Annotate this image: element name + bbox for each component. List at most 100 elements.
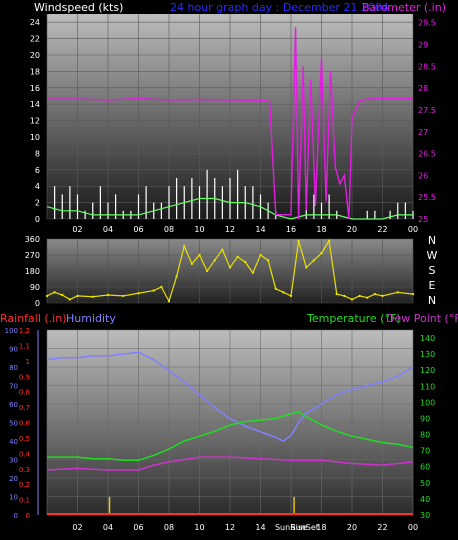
temperature-tick-label: 140 [420, 334, 435, 343]
compass-label: S [429, 264, 436, 277]
wind-x-tick-label: 18 [316, 225, 326, 234]
barometer-tick-label: 25.5 [418, 193, 436, 202]
compass-label: N [428, 234, 436, 247]
wind-x-tick-label: 14 [255, 225, 265, 234]
direction-point [198, 253, 201, 257]
compass-label: E [429, 279, 436, 292]
humidity-tick-label: 50 [9, 420, 18, 428]
wind-x-tick-label: 12 [225, 225, 235, 234]
direction-point [411, 292, 415, 296]
humidity-tick-label: 40 [9, 438, 18, 446]
temp-x-tick-label: 20 [347, 523, 357, 532]
wind-tick-label: 4 [35, 182, 40, 191]
direction-point [221, 248, 224, 251]
wind-tick-label: 10 [30, 133, 40, 142]
temperature-tick-label: 80 [420, 431, 430, 440]
direction-point [91, 295, 94, 298]
temp-x-tick-label: 00 [408, 523, 418, 532]
temperature-tick-label: 90 [420, 414, 430, 423]
temp-x-tick-label: 06 [133, 523, 143, 532]
humidity-line [46, 351, 414, 442]
temperature-tick-label: 60 [420, 463, 430, 472]
temp-x-tick-label: 14 [255, 523, 265, 532]
humidity-tick-label: 60 [9, 401, 18, 409]
wind-tick-label: 2 [35, 199, 40, 208]
direction-point [366, 296, 369, 299]
wind-tick-label: 24 [30, 18, 40, 27]
direction-point [251, 271, 255, 274]
wind-tick-label: 14 [30, 100, 40, 109]
barometer-tick-label: 27 [418, 128, 428, 137]
rainfall-tick-label: 0 [26, 512, 30, 520]
direction-tick-label: 0 [35, 299, 40, 308]
direction-point [205, 269, 209, 273]
direction-point [312, 259, 316, 262]
compass-label: W [427, 249, 438, 262]
direction-tick-label: 360 [25, 235, 40, 244]
barometer-tick-label: 25 [418, 215, 428, 224]
temperature-tick-label: 50 [420, 479, 430, 488]
temp-x-tick-label: 02 [72, 523, 82, 532]
temp-x-tick-label: SunRise [275, 523, 307, 532]
temp-x-tick-label: 08 [164, 523, 174, 532]
dewpoint-axis-label: Dew Point (°F) [386, 312, 458, 325]
direction-grid [46, 238, 414, 304]
direction-point [152, 289, 155, 292]
direction-tick-label: 270 [25, 251, 40, 260]
direction-point [320, 252, 323, 255]
direction-point [76, 294, 79, 298]
humidity-tick-label: 0 [14, 512, 18, 520]
humidity-axis-label: Humidity [66, 312, 116, 325]
wind-tick-label: 12 [30, 117, 40, 126]
temperature-tick-label: 120 [420, 366, 435, 375]
dewpoint-line [46, 456, 414, 471]
temp-x-tick-label: 22 [377, 523, 387, 532]
direction-point [183, 244, 186, 248]
direction-point [61, 293, 64, 297]
direction-point [175, 275, 178, 278]
sunset-label: SunSet [291, 523, 319, 532]
temperature-tick-label: 110 [420, 382, 435, 391]
direction-point [350, 298, 354, 301]
wind-baro-ticks: 0246810121416182022242525.52626.52727.52… [30, 18, 436, 234]
direction-point [259, 253, 262, 257]
rainfall-tick-label: 0.2 [19, 481, 30, 489]
rainfall-tick-label: 0.1 [19, 497, 30, 505]
wind-tick-label: 0 [35, 215, 40, 224]
barometer-tick-label: 28.5 [418, 62, 436, 71]
barometer-tick-label: 29.5 [418, 19, 436, 28]
direction-point [358, 294, 361, 298]
wind-baro-marks [46, 27, 414, 220]
humidity-tick-label: 100 [5, 327, 18, 335]
direction-point [381, 294, 384, 298]
direction-point [335, 292, 338, 296]
rainfall-tick-label: 1.2 [19, 327, 30, 335]
direction-point [274, 287, 277, 290]
direction-point [236, 255, 239, 258]
wind-tick-label: 16 [30, 84, 40, 93]
wind-x-tick-label: 00 [408, 225, 418, 234]
direction-point [167, 300, 171, 303]
humidity-tick-label: 10 [9, 494, 18, 502]
direction-point [244, 260, 247, 264]
wind-tick-label: 6 [35, 166, 40, 175]
temp-x-tick-label: 18 [316, 523, 326, 532]
direction-point [160, 285, 163, 289]
rainfall-tick-label: 0.3 [19, 466, 30, 474]
temperature-axis-label: Temperature (°F) [306, 312, 401, 325]
direction-tick-label: 180 [25, 267, 40, 276]
temperature-tick-label: 40 [420, 495, 430, 504]
wind-x-tick-label: 08 [164, 225, 174, 234]
barometer-tick-label: 26 [418, 171, 428, 180]
barometer-tick-label: 28 [418, 84, 428, 93]
direction-point [282, 291, 285, 294]
temp-x-tick-label: 10 [194, 523, 204, 532]
temperature-tick-label: 30 [420, 511, 430, 520]
rainfall-tick-label: 0.8 [19, 389, 30, 397]
temp-humidity-marks [46, 351, 414, 515]
wind-x-tick-label: 02 [72, 225, 82, 234]
temperature-tick-label: 100 [420, 398, 435, 407]
